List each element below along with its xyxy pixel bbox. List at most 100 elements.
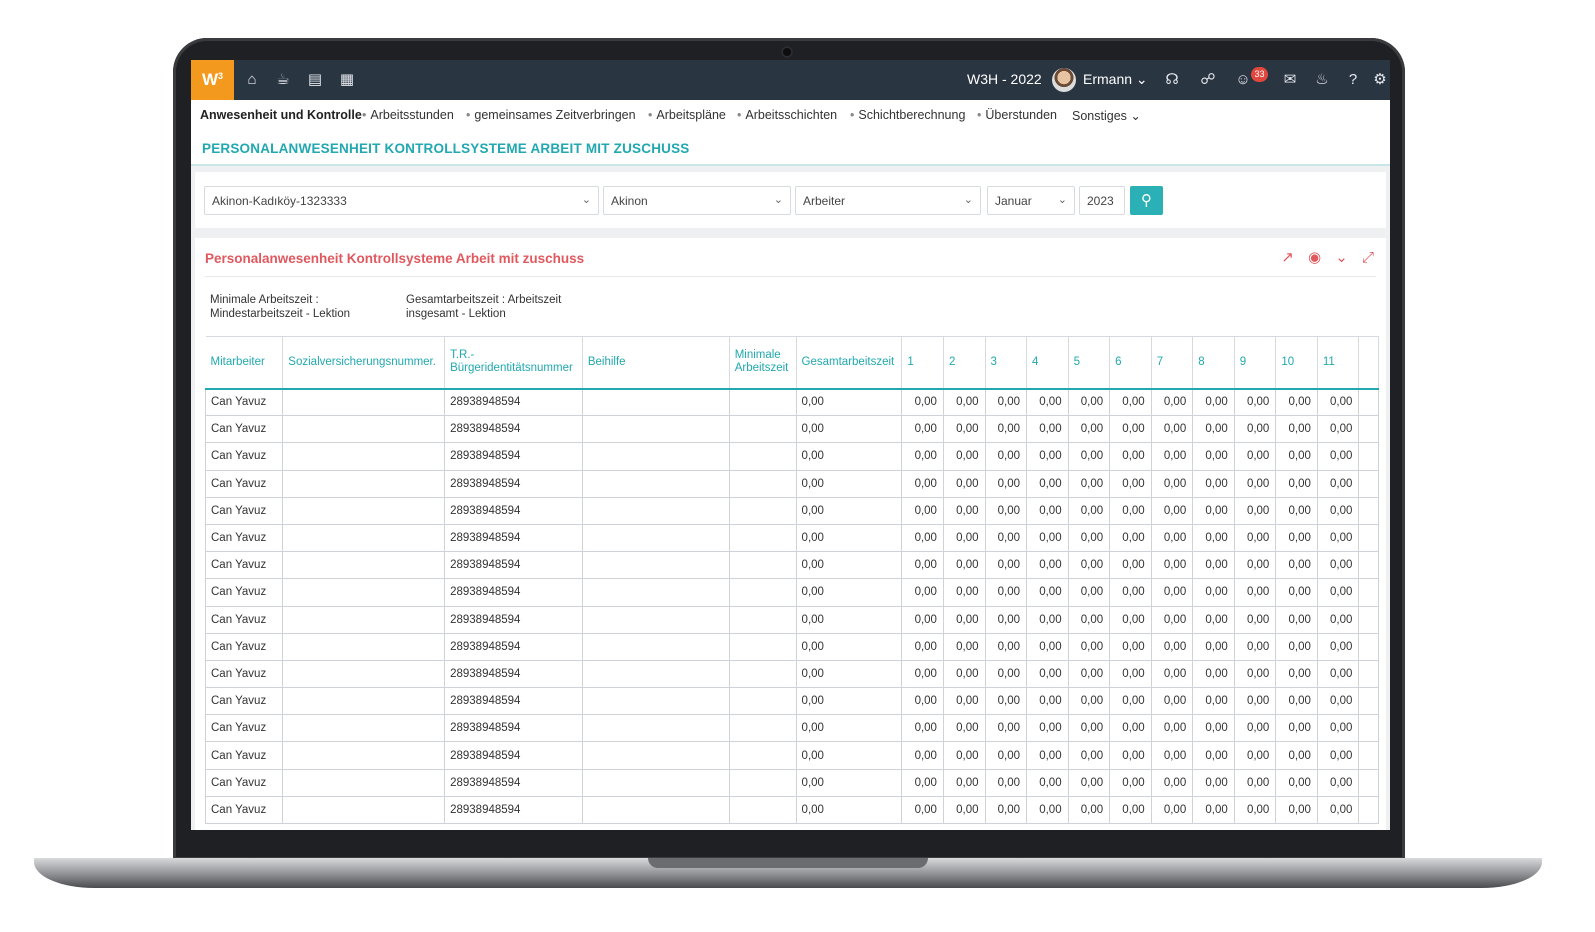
cell-day: 0,00: [1316, 605, 1360, 634]
cell-tr-id: 28938948594: [444, 523, 583, 553]
page-title: PERSONALANWESENHEIT KONTROLLSYSTEME ARBE…: [202, 141, 690, 156]
branch-select[interactable]: Akinon-Kadıköy-1323333 ⌄: [204, 186, 599, 215]
chat-icon[interactable]: ✉: [1283, 71, 1297, 88]
table-row[interactable]: Can Yavuz 28938948594 0,00 0,00 0,00 0,00 0,00…: [205, 523, 1379, 553]
table-row[interactable]: Can Yavuz 28938948594 0,00 0,00 0,00 0,00 0,00…: [205, 442, 1379, 471]
cell-overflow: [1358, 496, 1379, 525]
col-header-day[interactable]: 1: [901, 336, 944, 390]
col-header-day[interactable]: 8: [1192, 336, 1235, 390]
cell-day: 0,00: [1026, 741, 1069, 770]
year-input[interactable]: 2023: [1079, 186, 1125, 215]
cell-day: 0,00: [984, 632, 1028, 661]
cell-ssn: [282, 578, 446, 607]
col-header-day[interactable]: 4: [1026, 336, 1069, 390]
cell-day: 0,00: [1275, 659, 1318, 689]
employee-type-select[interactable]: Arbeiter ⌄: [795, 186, 981, 215]
company-select[interactable]: Akinon ⌄: [603, 186, 791, 215]
col-header-employee[interactable]: Mitarbeiter: [205, 336, 284, 390]
cell-day: 0,00: [942, 442, 986, 471]
expand-icon[interactable]: ⤢: [1361, 249, 1374, 266]
cell-day: 0,00: [1233, 415, 1277, 444]
cell-day: 0,00: [1192, 605, 1235, 634]
cell-tr-id: 28938948594: [444, 415, 583, 444]
coffee-icon[interactable]: ☕: [276, 71, 290, 88]
col-header-total-time[interactable]: Gesamtarbeitszeit: [796, 336, 903, 390]
nav-ueberstunden[interactable]: • Überstunden: [977, 108, 1057, 122]
table-row[interactable]: Can Yavuz 28938948594 0,00 0,00 0,00 0,00 0,00…: [205, 768, 1379, 797]
user-menu[interactable]: Ermann ⌄: [1083, 71, 1148, 88]
avatar[interactable]: [1052, 68, 1076, 92]
calendar-icon[interactable]: ▦: [339, 71, 355, 88]
table-row[interactable]: Can Yavuz 28938948594 0,00 0,00 0,00 0,00 0,00…: [205, 551, 1379, 580]
cell-overflow: [1358, 741, 1379, 770]
cell-day: 0,00: [1192, 741, 1235, 770]
nav-sonstiges[interactable]: Sonstiges ⌄: [1072, 108, 1141, 123]
smiley-icon[interactable]: ☺: [1235, 71, 1251, 88]
nav-arbeitsschichten[interactable]: • Arbeitsschichten: [737, 108, 837, 122]
cell-day: 0,00: [1026, 578, 1069, 607]
table-row[interactable]: Can Yavuz 28938948594 0,00 0,00 0,00 0,00 0,00…: [205, 415, 1379, 444]
export-icon[interactable]: ↗: [1281, 249, 1294, 266]
col-header-day[interactable]: 5: [1068, 336, 1111, 390]
cell-day: 0,00: [1275, 578, 1318, 607]
table-row[interactable]: Can Yavuz 28938948594 0,00 0,00 0,00 0,00 0,00…: [205, 605, 1379, 634]
cell-day: 0,00: [942, 659, 986, 689]
chevron-down-icon[interactable]: ⌄: [1335, 249, 1348, 266]
divider: [205, 276, 1376, 277]
home-icon[interactable]: ⌂: [247, 71, 257, 88]
attendance-table-wrap[interactable]: Mitarbeiter Sozialversicherungsnummer. T…: [205, 336, 1379, 830]
cell-day: 0,00: [1192, 578, 1235, 607]
nav-zeitverbringen[interactable]: • gemeinsames Zeitverbringen: [466, 108, 636, 122]
table-row[interactable]: Can Yavuz 28938948594 0,00 0,00 0,00 0,00 0,00…: [205, 632, 1379, 661]
bell-icon[interactable]: ♨: [1315, 71, 1329, 88]
table-row[interactable]: Can Yavuz 28938948594 0,00 0,00 0,00 0,00 0,00…: [205, 387, 1379, 417]
help-icon[interactable]: ?: [1348, 71, 1358, 88]
col-header-day[interactable]: 11: [1317, 336, 1360, 390]
col-header-day[interactable]: 3: [985, 336, 1028, 390]
table-row[interactable]: Can Yavuz 28938948594 0,00 0,00 0,00 0,00 0,00…: [205, 469, 1379, 498]
col-header-tr-id[interactable]: T.R.- Bürgeridentitätsnummer: [444, 336, 583, 390]
table-row[interactable]: Can Yavuz 28938948594 0,00 0,00 0,00 0,00 0,00…: [205, 578, 1379, 607]
cell-day: 0,00: [984, 714, 1028, 743]
bar-chart-icon[interactable]: ▤: [307, 71, 323, 88]
search-button[interactable]: ⚲: [1130, 186, 1163, 215]
table-row[interactable]: Can Yavuz 28938948594 0,00 0,00 0,00 0,00 0,00…: [205, 741, 1379, 770]
col-header-min-time[interactable]: Minimale Arbeitszeit: [729, 336, 797, 390]
cell-day: 0,00: [901, 387, 944, 417]
nav-label: Arbeitspläne: [656, 108, 726, 122]
nav-schichtberechnung[interactable]: • Schichtberechnung: [850, 108, 965, 122]
table-row[interactable]: Can Yavuz 28938948594 0,00 0,00 0,00 0,00 0,00…: [205, 795, 1379, 825]
col-header-day[interactable]: 9: [1234, 336, 1277, 390]
col-header-day[interactable]: 10: [1275, 336, 1318, 390]
nav-anwesenheit[interactable]: Anwesenheit und Kontrolle: [200, 108, 362, 122]
table-row[interactable]: Can Yavuz 28938948594 0,00 0,00 0,00 0,00 0,00…: [205, 714, 1379, 743]
cell-employee: Can Yavuz: [205, 523, 284, 553]
col-header-day[interactable]: 7: [1151, 336, 1194, 390]
gear-icon[interactable]: ⚙: [1373, 71, 1387, 88]
fiscal-year-label[interactable]: W3H - 2022: [967, 71, 1042, 87]
cell-overflow: [1358, 795, 1379, 825]
cell-day: 0,00: [1192, 768, 1235, 797]
table-row[interactable]: Can Yavuz 28938948594 0,00 0,00 0,00 0,00 0,00…: [205, 659, 1379, 689]
share-icon[interactable]: ☍: [1200, 71, 1216, 88]
table-row[interactable]: Can Yavuz 28938948594 0,00 0,00 0,00 0,00 0,00…: [205, 496, 1379, 525]
cell-ssn: [282, 768, 446, 797]
col-header-day[interactable]: 2: [943, 336, 986, 390]
table-row[interactable]: Can Yavuz 28938948594 0,00 0,00 0,00 0,00 0,00…: [205, 687, 1379, 716]
col-header-day[interactable]: 6: [1109, 336, 1152, 390]
headset-icon[interactable]: ☊: [1165, 71, 1179, 88]
nav-arbeitsplaene[interactable]: • Arbeitspläne: [648, 108, 726, 122]
select-value: Arbeiter: [803, 194, 846, 208]
cell-day: 0,00: [942, 795, 986, 825]
cell-day: 0,00: [1067, 659, 1111, 689]
search-icon: ⚲: [1141, 192, 1152, 209]
month-select[interactable]: Januar ⌄: [987, 186, 1075, 215]
header-line: Minimale: [734, 349, 781, 362]
cell-total-time: 0,00: [795, 659, 903, 689]
col-header-allowance[interactable]: Beihilfe: [582, 336, 730, 390]
eye-icon[interactable]: ◉: [1307, 249, 1322, 266]
nav-arbeitsstunden[interactable]: • Arbeitsstunden: [362, 108, 454, 122]
col-header-ssn[interactable]: Sozialversicherungsnummer.: [282, 336, 446, 390]
